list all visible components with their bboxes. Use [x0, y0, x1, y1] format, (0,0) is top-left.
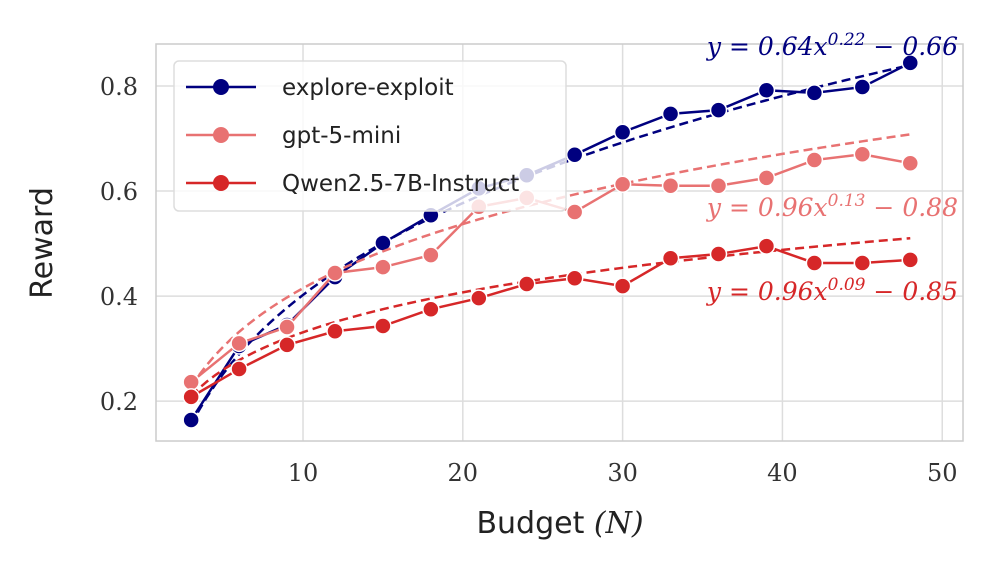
data-point	[709, 101, 728, 119]
legend-marker	[213, 127, 229, 143]
data-point	[661, 177, 680, 195]
x-tick-label: 20	[448, 459, 479, 487]
ticks: 10 20 30 40 50 0.2 0.4 0.6 0.8	[100, 73, 958, 487]
data-point	[326, 264, 344, 282]
x-tick-label: 10	[288, 459, 319, 487]
data-point	[901, 154, 920, 172]
data-point	[613, 277, 632, 295]
data-point	[805, 254, 824, 272]
legend-marker	[213, 175, 229, 191]
data-point	[182, 411, 200, 429]
data-point	[374, 258, 392, 276]
data-point	[565, 269, 584, 287]
legend-item: gpt-5-mini	[186, 123, 401, 149]
legend: explore-exploit gpt-5-mini Qwen2.5-7B-Inst…	[173, 60, 567, 212]
data-point	[901, 54, 920, 72]
data-point	[278, 318, 296, 336]
series-line	[190, 244, 911, 398]
data-point	[470, 289, 488, 307]
fit-equation: y = 0.64x0.22 − 0.66	[706, 30, 958, 61]
data-point	[853, 145, 872, 164]
series-Qwen2.5-7B-Instruct	[182, 236, 920, 406]
fit-equation: y = 0.96x0.13 − 0.88	[706, 191, 958, 222]
legend-label: gpt-5-mini	[282, 123, 401, 149]
data-point	[853, 254, 872, 272]
y-tick-label: 0.6	[100, 178, 138, 206]
data-point	[182, 373, 200, 391]
data-point	[182, 388, 200, 406]
fit-curve	[190, 236, 911, 397]
data-point	[517, 275, 536, 293]
y-tick-label: 0.4	[100, 283, 138, 311]
data-point	[709, 245, 728, 263]
plot-frame	[155, 43, 964, 442]
data-point	[757, 169, 776, 187]
legend-marker	[213, 79, 229, 95]
data-point	[709, 177, 728, 195]
fit-equation: y = 0.96x0.09 − 0.85	[706, 275, 958, 306]
data-point	[661, 249, 680, 268]
y-tick-label: 0.8	[100, 73, 138, 101]
legend-item: Qwen2.5-7B-Instruct	[186, 171, 519, 197]
data-point	[278, 336, 296, 354]
data-point	[901, 251, 920, 269]
data-point	[757, 81, 776, 99]
data-point	[613, 175, 632, 193]
annotations: y = 0.64x0.22 − 0.66 y = 0.96x0.13 − 0.88…	[706, 30, 958, 306]
data-point	[230, 360, 248, 378]
x-axis-label: Budget (N)	[476, 506, 643, 541]
data-point	[805, 151, 824, 169]
y-axis-label: Reward	[25, 187, 60, 299]
x-tick-label: 30	[607, 459, 638, 487]
x-tick-label: 50	[927, 459, 958, 487]
data-point	[326, 322, 344, 340]
y-tick-label: 0.2	[100, 388, 138, 416]
data-point	[422, 246, 440, 264]
legend-label: Qwen2.5-7B-Instruct	[282, 171, 519, 197]
data-point	[374, 317, 392, 335]
data-point	[661, 105, 680, 123]
data-point	[853, 78, 872, 96]
data-point	[757, 237, 776, 255]
legend-item: explore-exploit	[186, 75, 454, 101]
data-point	[613, 123, 632, 141]
series-explore-exploit	[182, 54, 920, 429]
x-tick-label: 40	[767, 459, 798, 487]
data-point	[230, 334, 248, 353]
data-point	[422, 300, 440, 318]
legend-label: explore-exploit	[282, 75, 454, 101]
data-point	[565, 146, 584, 164]
legend-box	[173, 60, 567, 212]
data-point	[565, 203, 584, 221]
series-layer	[182, 54, 920, 429]
data-point	[805, 84, 824, 102]
